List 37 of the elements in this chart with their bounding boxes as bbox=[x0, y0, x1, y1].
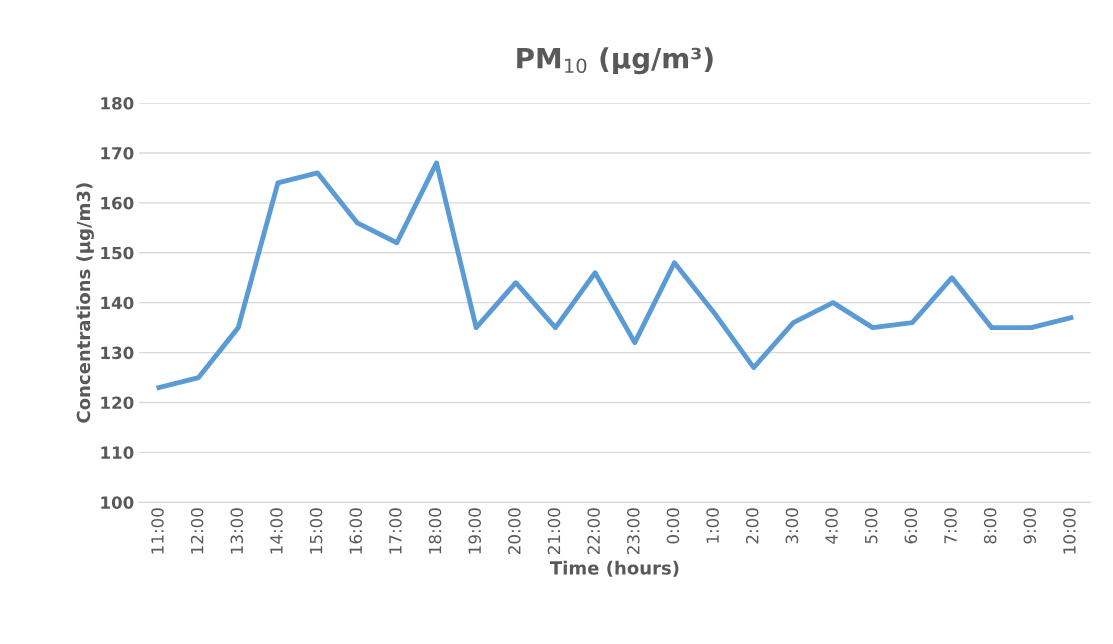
y-tick-label: 150 bbox=[101, 246, 134, 260]
x-tick-label: 10:00 bbox=[1063, 508, 1076, 554]
x-tick-label: 16:00 bbox=[349, 508, 363, 554]
x-tick-label: 8:00 bbox=[983, 508, 997, 544]
x-axis-title: Time (hours) bbox=[549, 560, 679, 577]
y-tick-label: 120 bbox=[101, 396, 134, 410]
x-tick-label: 6:00 bbox=[904, 508, 918, 544]
x-tick-label: 3:00 bbox=[785, 508, 799, 544]
y-tick-label: 170 bbox=[101, 146, 134, 160]
x-tick-label: 22:00 bbox=[587, 508, 600, 554]
x-tick-label: 20:00 bbox=[508, 508, 521, 554]
x-tick-label: 0:00 bbox=[666, 508, 680, 544]
x-tick-label: 15:00 bbox=[309, 508, 323, 554]
x-tick-label: 5:00 bbox=[864, 508, 878, 544]
x-tick-label: 9:00 bbox=[1023, 508, 1037, 544]
y-tick-label: 140 bbox=[101, 296, 134, 310]
x-tick-label: 11:00 bbox=[151, 508, 164, 554]
x-tick-label: 23:00 bbox=[626, 508, 640, 554]
x-tick-label: 21:00 bbox=[547, 508, 561, 554]
x-tick-label: 19:00 bbox=[468, 508, 481, 554]
y-tick-label: 160 bbox=[101, 196, 134, 210]
x-tick-label: 12:00 bbox=[190, 508, 204, 554]
y-axis-title: Concentrations (µg/m3) bbox=[76, 183, 94, 423]
x-tick-label: 13:00 bbox=[230, 508, 244, 554]
x-tick-label: 4:00 bbox=[825, 508, 838, 544]
x-tick-label: 2:00 bbox=[745, 508, 759, 544]
y-tick-label: 180 bbox=[101, 97, 134, 110]
y-tick-label: 130 bbox=[101, 346, 134, 360]
line-series bbox=[156, 160, 1074, 390]
x-tick-label: 17:00 bbox=[389, 508, 402, 554]
y-tick-label: 100 bbox=[101, 496, 134, 509]
y-tick-label: 110 bbox=[101, 446, 134, 459]
x-tick-label: 14:00 bbox=[270, 508, 283, 554]
x-tick-label: 1:00 bbox=[706, 508, 719, 543]
x-tick-label: 18:00 bbox=[428, 508, 442, 554]
x-tick-label: 7:00 bbox=[944, 508, 957, 544]
chart-title: PM$_{10}$ (µg/m³) bbox=[517, 47, 713, 75]
